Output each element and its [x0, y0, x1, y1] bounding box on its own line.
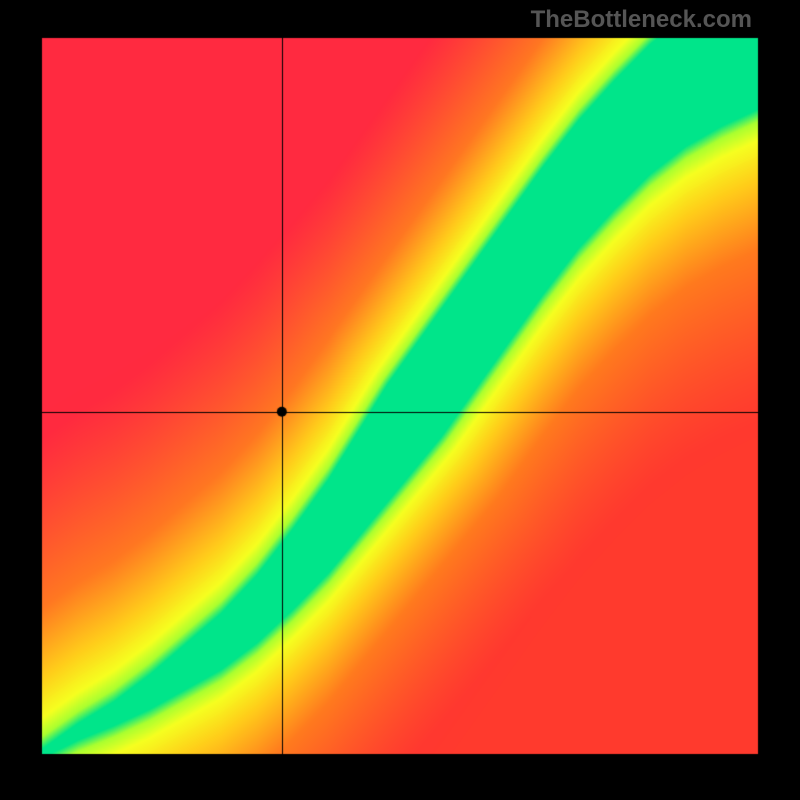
chart-container: TheBottleneck.com [0, 0, 800, 800]
watermark-text: TheBottleneck.com [531, 6, 752, 34]
bottleneck-heatmap [0, 0, 800, 800]
